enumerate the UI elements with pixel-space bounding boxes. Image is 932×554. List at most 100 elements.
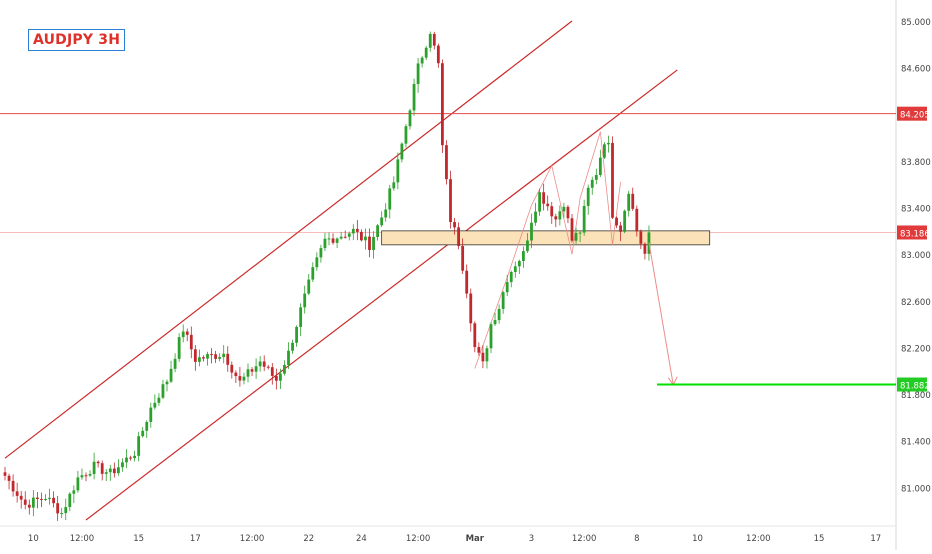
candle-body [372, 236, 375, 251]
candle-body [133, 455, 136, 459]
candle-body [501, 292, 505, 309]
candle-body [611, 142, 614, 218]
pattern-line [612, 181, 621, 245]
candle-body [590, 179, 594, 188]
candle-body [311, 267, 315, 280]
candle-body [242, 376, 246, 381]
candle-body [643, 243, 647, 254]
candle-body [189, 334, 193, 350]
support-zone [381, 230, 711, 246]
candle-body [157, 397, 161, 403]
x-tick-label: 10 [28, 534, 39, 544]
candle-body [250, 369, 254, 372]
y-tick-label: 84.600 [901, 65, 931, 75]
candle-body [161, 384, 165, 398]
candle-body [558, 211, 562, 220]
candle-body [582, 205, 586, 233]
candle-body [258, 361, 262, 367]
candle-body [270, 367, 274, 376]
candle-body [388, 188, 392, 210]
candle-body [48, 497, 51, 499]
pattern-line [571, 198, 581, 255]
x-tick-label: 12:00 [70, 534, 95, 544]
candle-body [210, 354, 213, 356]
candle-body [534, 211, 537, 223]
candle-body [112, 468, 116, 474]
candle-body [108, 468, 112, 473]
price-tag-resistance-bg [897, 106, 927, 121]
candle-body [603, 144, 606, 158]
candle-body [100, 463, 104, 474]
x-tick-label: 12:00 [240, 534, 265, 544]
candle-body [445, 145, 448, 180]
candle-body [376, 225, 379, 237]
candle-body [129, 457, 132, 459]
x-tick-label: 24 [356, 534, 367, 544]
x-tick-label: 17 [190, 534, 201, 544]
candle-body [526, 240, 529, 252]
candle-body [449, 179, 452, 223]
candle-body [513, 266, 517, 273]
projection-arrow [648, 242, 674, 385]
candle-body [453, 222, 456, 228]
candle-body [522, 251, 525, 261]
x-tick-label: 17 [870, 534, 881, 544]
x-tick-label: 3 [529, 534, 534, 544]
candle-body [214, 354, 217, 359]
candle-body [546, 203, 550, 207]
candle-body [52, 497, 55, 504]
candle-body [226, 353, 230, 365]
candle-body [489, 324, 493, 349]
candle-body [355, 228, 359, 232]
candle-body [517, 260, 521, 267]
candle-body [173, 358, 177, 369]
candle-body [181, 331, 185, 338]
candle-body [96, 461, 100, 464]
candle-body [441, 63, 444, 146]
y-tick-label: 83.400 [901, 205, 931, 215]
y-tick-label: 82.200 [901, 344, 931, 354]
candle-body [19, 495, 23, 500]
candle-body [432, 33, 436, 46]
candle-body [623, 210, 627, 232]
candle-body [396, 159, 400, 183]
candle-body [165, 381, 169, 385]
candle-body [639, 231, 643, 244]
candle-body [266, 366, 270, 368]
candle-body [198, 357, 201, 362]
candle-body [347, 233, 351, 237]
candle-body [274, 375, 278, 381]
candle-body [202, 357, 205, 359]
candle-body [578, 232, 582, 234]
price-tag-target-bg [897, 377, 927, 392]
candle-body [335, 238, 339, 243]
candle-body [92, 461, 96, 475]
candle-body [279, 373, 282, 381]
x-tick-label: 15 [814, 534, 825, 544]
x-tick-label: 15 [133, 534, 144, 544]
y-tick-label: 81.000 [901, 484, 931, 494]
candle-body [121, 462, 124, 468]
candle-body [7, 475, 11, 481]
price-tag-support: 83.186 [900, 229, 930, 239]
price-tag-resistance: 84.205 [900, 111, 930, 121]
candle-body [505, 282, 509, 293]
candle-body [538, 192, 541, 212]
candle-body [36, 497, 39, 500]
candle-body [400, 143, 404, 160]
candle-body [230, 364, 234, 373]
candle-body [234, 372, 238, 377]
y-tick-label: 82.600 [901, 298, 931, 308]
candle-body [218, 357, 222, 359]
y-tick-label: 83.800 [901, 158, 931, 168]
candle-body [23, 499, 27, 505]
candle-body [619, 225, 622, 232]
y-tick-label: 83.000 [901, 251, 931, 261]
candle-body [562, 206, 566, 212]
candle-body [360, 231, 363, 241]
candle-body [550, 206, 554, 217]
candle-body [570, 218, 574, 241]
candle-body [145, 421, 149, 431]
candle-body [3, 472, 7, 476]
